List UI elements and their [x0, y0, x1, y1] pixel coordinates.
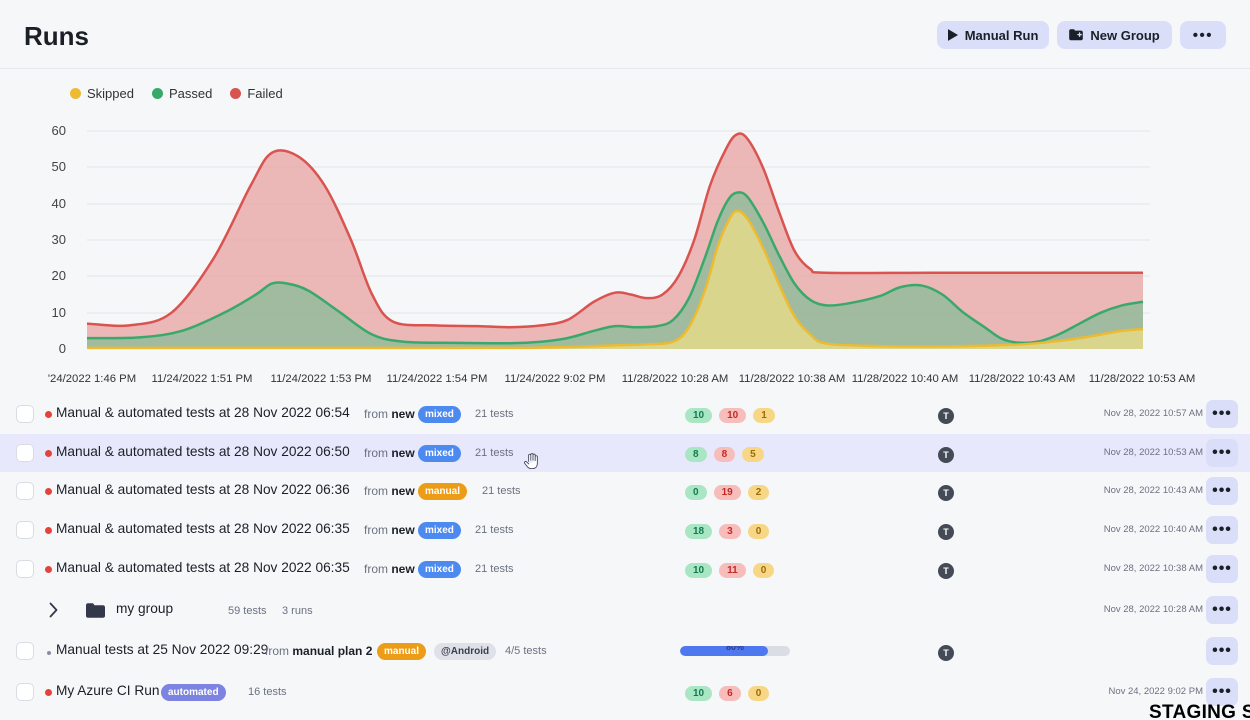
svg-text:50: 50	[52, 159, 66, 174]
svg-text:0: 0	[59, 341, 66, 356]
svg-text:40: 40	[52, 196, 66, 211]
svg-text:60: 60	[52, 123, 66, 138]
svg-text:10: 10	[52, 305, 66, 320]
svg-text:20: 20	[52, 268, 66, 283]
svg-text:30: 30	[52, 232, 66, 247]
